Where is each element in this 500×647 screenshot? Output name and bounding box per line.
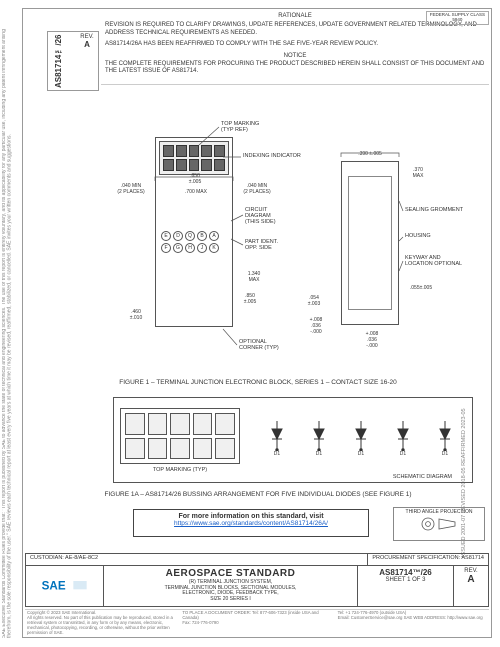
notice-heading: NOTICE bbox=[105, 53, 485, 59]
figure-1-diagram: E D Q B A F G H J K TOP MARKING(TYP REF)… bbox=[103, 121, 489, 381]
projection-icon bbox=[419, 515, 459, 533]
figure-1-caption: FIGURE 1 – TERMINAL JUNCTION ELECTRONIC … bbox=[23, 379, 493, 386]
socket: H bbox=[185, 243, 195, 253]
page-frame: AS81714™/26 REV. A ISSUED 2001-07 REVISE… bbox=[22, 8, 492, 638]
procurement-spec: PROCUREMENT SPECIFICATION: AS81714 bbox=[368, 554, 488, 565]
vertical-docnum-box: AS81714™/26 REV. A bbox=[47, 31, 99, 91]
dim-390: .390 ±.005 bbox=[345, 151, 395, 157]
socket: Q bbox=[185, 231, 195, 241]
fig1a-left: TOP MARKING (TYP) bbox=[120, 404, 240, 476]
rev-letter: A bbox=[84, 40, 90, 49]
front-view-outline bbox=[341, 161, 399, 325]
link-text: For more information on this standard, v… bbox=[178, 513, 323, 520]
dim-055: .055±.005 bbox=[401, 285, 441, 291]
dim-370max: .370MAX bbox=[403, 167, 433, 179]
diode-symbol: D1 bbox=[268, 421, 286, 465]
titleblock-middle: AEROSPACE STANDARD (R) TERMINAL JUNCTION… bbox=[104, 566, 358, 606]
diode-symbol: D1 bbox=[394, 421, 412, 465]
diode-label: D1 bbox=[274, 451, 280, 457]
socket: B bbox=[197, 231, 207, 241]
side-legal-text: SAE Executive Standards Committee Rules … bbox=[2, 8, 20, 638]
socket: A bbox=[209, 231, 219, 241]
rev-letter-tb: A bbox=[456, 574, 486, 585]
callout-circuit: CIRCUITDIAGRAM(THIS SIDE) bbox=[245, 207, 276, 225]
titleblock-rev: REV. A bbox=[454, 566, 488, 606]
callout-indexing: INDEXING INDICATOR bbox=[243, 153, 301, 159]
callout-optional-corner: OPTIONALCORNER (TYP) bbox=[239, 339, 279, 351]
title-block: CUSTODIAN: AE-8/AE-8C2 PROCUREMENT SPECI… bbox=[25, 553, 489, 607]
dim-1340: 1.340MAX bbox=[239, 271, 269, 283]
keypad-top bbox=[163, 145, 225, 171]
callout-top-marking: TOP MARKING(TYP REF) bbox=[221, 121, 259, 133]
socket-circles: E D Q B A F G H J K bbox=[161, 231, 227, 253]
figure-1a-diagram: TOP MARKING (TYP) D1 D1 D1 D1 D1 bbox=[113, 397, 473, 483]
diode-label: D1 bbox=[400, 451, 406, 457]
fig1a-left-caption: TOP MARKING (TYP) bbox=[120, 467, 240, 473]
socket: K bbox=[209, 243, 219, 253]
svg-text:SAE: SAE bbox=[41, 579, 65, 592]
diode-symbol: D1 bbox=[436, 421, 454, 465]
socket: J bbox=[197, 243, 207, 253]
standard-title: AEROSPACE STANDARD bbox=[106, 568, 355, 579]
diode-label: D1 bbox=[442, 451, 448, 457]
callout-housing: HOUSING bbox=[405, 233, 431, 239]
dim-850: .850±.005 bbox=[175, 173, 215, 185]
sheet-text: SHEET 1 OF 3 bbox=[360, 577, 451, 583]
titleblock-top-row: CUSTODIAN: AE-8/AE-8C2 PROCUREMENT SPECI… bbox=[26, 554, 488, 566]
footer-copyright: Copyright © 2023 SAE International.All r… bbox=[27, 611, 176, 634]
dim-054: .054±.003 bbox=[299, 295, 329, 307]
dim-850b: .850±.005 bbox=[235, 293, 265, 305]
dim-040min-l: .040 MIN(2 PLACES) bbox=[111, 183, 151, 195]
dim-460: .460±.010 bbox=[121, 309, 151, 321]
footer: Copyright © 2023 SAE International.All r… bbox=[25, 609, 489, 635]
callout-sealing: SEALING GROMMENT bbox=[405, 207, 463, 213]
dim-036a: +.008.036-.000 bbox=[299, 317, 333, 335]
fsc-code: 5940 bbox=[452, 17, 462, 22]
dim-040min-r: .040 MIN(2 PLACES) bbox=[237, 183, 277, 195]
doc-number-vertical: AS81714™/26 bbox=[54, 36, 63, 88]
diode-symbol: D1 bbox=[310, 421, 328, 465]
custodian: CUSTODIAN: AE-8/AE-8C2 bbox=[26, 554, 368, 565]
footer-contact: Tel: +1 724-776-4970 (outside USA)Email:… bbox=[338, 611, 487, 634]
diode-symbol: D1 bbox=[352, 421, 370, 465]
keypad-1a bbox=[120, 408, 240, 464]
sae-logo: SAE bbox=[26, 566, 104, 606]
dim-036b: +.008.036-.000 bbox=[355, 331, 389, 349]
docnum-text: AS81714™/26 bbox=[360, 568, 451, 577]
header-block: FEDERAL SUPPLY CLASS 5940 RATIONALE REVI… bbox=[101, 11, 489, 85]
federal-supply-class: FEDERAL SUPPLY CLASS 5940 bbox=[426, 11, 489, 25]
rev-vertical: REV. A bbox=[78, 34, 96, 49]
standard-link[interactable]: https://www.sae.org/standards/content/AS… bbox=[174, 520, 328, 527]
diode-label: D1 bbox=[358, 451, 364, 457]
schematic: D1 D1 D1 D1 D1 bbox=[256, 404, 466, 476]
socket: F bbox=[161, 243, 171, 253]
titleblock-docnum: AS81714™/26 SHEET 1 OF 3 bbox=[358, 566, 454, 606]
callout-keyway: KEYWAY ANDLOCATION OPTIONAL bbox=[405, 255, 462, 267]
third-angle-projection: THIRD ANGLE PROJECTION bbox=[393, 507, 485, 541]
footer-order: TO PLACE A DOCUMENT ORDER: Tel: 877-606-… bbox=[182, 611, 331, 634]
socket: G bbox=[173, 243, 183, 253]
socket: E bbox=[161, 231, 171, 241]
diode-label: D1 bbox=[316, 451, 322, 457]
rationale-p3: THE COMPLETE REQUIREMENTS FOR PROCURING … bbox=[105, 61, 485, 76]
socket: D bbox=[173, 231, 183, 241]
callout-part-ident: PART IDENT.OPP. SIDE bbox=[245, 239, 278, 251]
figure-1a-caption: FIGURE 1A – AS81714/26 BUSSING ARRANGEME… bbox=[23, 491, 493, 498]
dim-700max: .700 MAX bbox=[171, 189, 221, 195]
standard-subtitle: (R) TERMINAL JUNCTION SYSTEM,TERMINAL JU… bbox=[106, 580, 355, 602]
info-link-box: For more information on this standard, v… bbox=[133, 509, 369, 537]
rationale-p2: AS81714/26A HAS BEEN REAFFIRMED TO COMPL… bbox=[105, 41, 485, 49]
fig1a-right-caption: SCHEMATIC DIAGRAM bbox=[393, 474, 452, 480]
